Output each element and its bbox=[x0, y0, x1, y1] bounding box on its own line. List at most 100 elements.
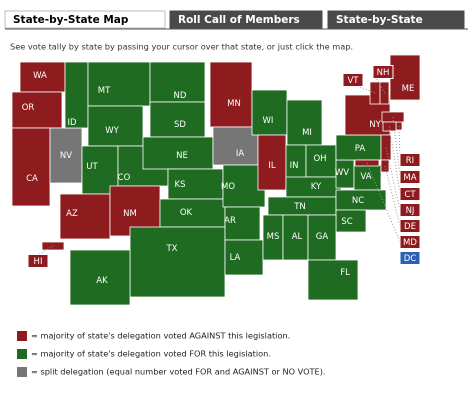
state-label[interactable]: AK bbox=[96, 276, 108, 286]
state-shape[interactable] bbox=[212, 126, 259, 166]
state-label[interactable]: KS bbox=[175, 180, 186, 190]
state-label[interactable]: PA bbox=[355, 144, 366, 154]
state-label-box[interactable] bbox=[27, 254, 49, 268]
state-shape[interactable] bbox=[11, 127, 51, 207]
state-shape[interactable] bbox=[305, 144, 337, 178]
state-label-box[interactable] bbox=[399, 251, 421, 265]
state-label[interactable]: NM bbox=[123, 209, 137, 219]
tab-label[interactable]: Roll Call of Members bbox=[178, 14, 300, 26]
state-label[interactable]: TN bbox=[293, 202, 306, 212]
state-label[interactable]: OH bbox=[313, 154, 326, 164]
state-label[interactable]: SC bbox=[341, 217, 352, 227]
legend-swatch bbox=[17, 331, 27, 341]
state-shape[interactable] bbox=[159, 198, 226, 228]
state-label[interactable]: NH bbox=[377, 68, 390, 78]
state-label[interactable]: CT bbox=[404, 190, 416, 200]
state-label[interactable]: WV bbox=[335, 168, 349, 178]
state-shape[interactable] bbox=[251, 89, 288, 136]
state-label[interactable]: VT bbox=[347, 76, 359, 86]
state-label[interactable]: GA bbox=[316, 232, 329, 242]
state-label[interactable]: OR bbox=[22, 103, 35, 113]
state-label[interactable]: KY bbox=[311, 182, 322, 192]
leader-line bbox=[392, 116, 401, 178]
leader-line bbox=[366, 162, 401, 243]
state-label[interactable]: RI bbox=[406, 156, 414, 166]
state-label[interactable]: FL bbox=[340, 268, 350, 278]
state-label-box[interactable] bbox=[399, 187, 421, 201]
state-label[interactable]: CO bbox=[118, 173, 131, 183]
leader-line bbox=[385, 147, 401, 211]
state-label[interactable]: WY bbox=[105, 126, 119, 136]
state-label[interactable]: LA bbox=[230, 253, 241, 263]
leader-line bbox=[384, 165, 401, 227]
state-label-box[interactable] bbox=[399, 219, 421, 233]
state-shape[interactable] bbox=[224, 239, 264, 276]
state-label[interactable]: IL bbox=[268, 161, 276, 171]
tab-label[interactable]: State-by-State bbox=[336, 14, 423, 26]
state-label[interactable]: NC bbox=[352, 196, 364, 206]
state-label[interactable]: AR bbox=[224, 216, 236, 226]
state-label[interactable]: NE bbox=[176, 151, 188, 161]
state-label[interactable]: MN bbox=[227, 99, 241, 109]
state-label-box[interactable] bbox=[399, 153, 421, 167]
state-shape[interactable] bbox=[282, 214, 309, 261]
state-label[interactable]: IN bbox=[290, 161, 299, 171]
state-label[interactable]: NJ bbox=[406, 206, 415, 216]
state-shape[interactable] bbox=[307, 259, 359, 301]
state-label[interactable]: ND bbox=[174, 91, 187, 101]
instructions: See vote tally by state by passing your … bbox=[10, 42, 353, 52]
state-shape[interactable] bbox=[335, 134, 382, 161]
tab-label[interactable]: State-by-State Map bbox=[13, 14, 129, 26]
state-label-box[interactable] bbox=[372, 65, 394, 79]
tab[interactable] bbox=[4, 10, 166, 29]
state-label[interactable]: CA bbox=[26, 174, 38, 184]
state-label-box[interactable] bbox=[342, 73, 364, 87]
state-label[interactable]: SD bbox=[174, 120, 186, 130]
state-label[interactable]: VA bbox=[360, 172, 371, 182]
tab[interactable] bbox=[169, 10, 323, 29]
state-shape[interactable] bbox=[257, 134, 287, 191]
state-label[interactable]: ID bbox=[67, 118, 77, 128]
state-label[interactable]: MA bbox=[403, 173, 416, 183]
state-label[interactable]: HI bbox=[34, 257, 43, 267]
state-label-box[interactable] bbox=[399, 203, 421, 217]
state-label[interactable]: DC bbox=[404, 254, 417, 264]
state-label[interactable]: MD bbox=[403, 238, 417, 248]
state-label[interactable]: MS bbox=[267, 232, 280, 242]
state-label[interactable]: ME bbox=[402, 84, 415, 94]
state-label[interactable]: UT bbox=[86, 162, 98, 172]
state-shape[interactable] bbox=[87, 105, 144, 147]
state-shape[interactable] bbox=[69, 249, 131, 306]
state-shape[interactable] bbox=[11, 91, 63, 129]
state-shape[interactable] bbox=[149, 101, 206, 138]
state-label[interactable]: AL bbox=[292, 232, 303, 242]
state-shape[interactable] bbox=[209, 61, 253, 128]
state-shape[interactable] bbox=[149, 61, 206, 103]
state-label[interactable]: WI bbox=[263, 116, 274, 126]
state-shape[interactable] bbox=[129, 226, 226, 298]
state-label[interactable]: MI bbox=[302, 128, 312, 138]
state-shape[interactable] bbox=[307, 214, 337, 261]
state-label[interactable]: MT bbox=[98, 86, 111, 96]
state-label[interactable]: DE bbox=[404, 222, 416, 232]
state-label[interactable]: NY bbox=[369, 120, 381, 130]
tab[interactable] bbox=[327, 10, 465, 29]
state-label[interactable]: OK bbox=[180, 208, 193, 218]
state-shape[interactable] bbox=[286, 99, 323, 146]
state-shape[interactable] bbox=[389, 54, 421, 101]
state-label[interactable]: NV bbox=[60, 151, 72, 161]
state-shape[interactable] bbox=[49, 127, 83, 184]
state-shape[interactable] bbox=[59, 193, 111, 240]
state-shape[interactable] bbox=[167, 168, 224, 200]
state-label[interactable]: MO bbox=[221, 182, 235, 192]
state-label[interactable]: WA bbox=[33, 71, 47, 81]
state-label[interactable]: TX bbox=[165, 244, 177, 254]
state-label-box[interactable] bbox=[399, 170, 421, 184]
state-shape[interactable] bbox=[87, 61, 151, 107]
state-label-box[interactable] bbox=[399, 235, 421, 249]
state-shape[interactable] bbox=[224, 206, 261, 241]
state-label[interactable]: AZ bbox=[66, 209, 78, 219]
state-label[interactable]: IA bbox=[236, 149, 245, 159]
